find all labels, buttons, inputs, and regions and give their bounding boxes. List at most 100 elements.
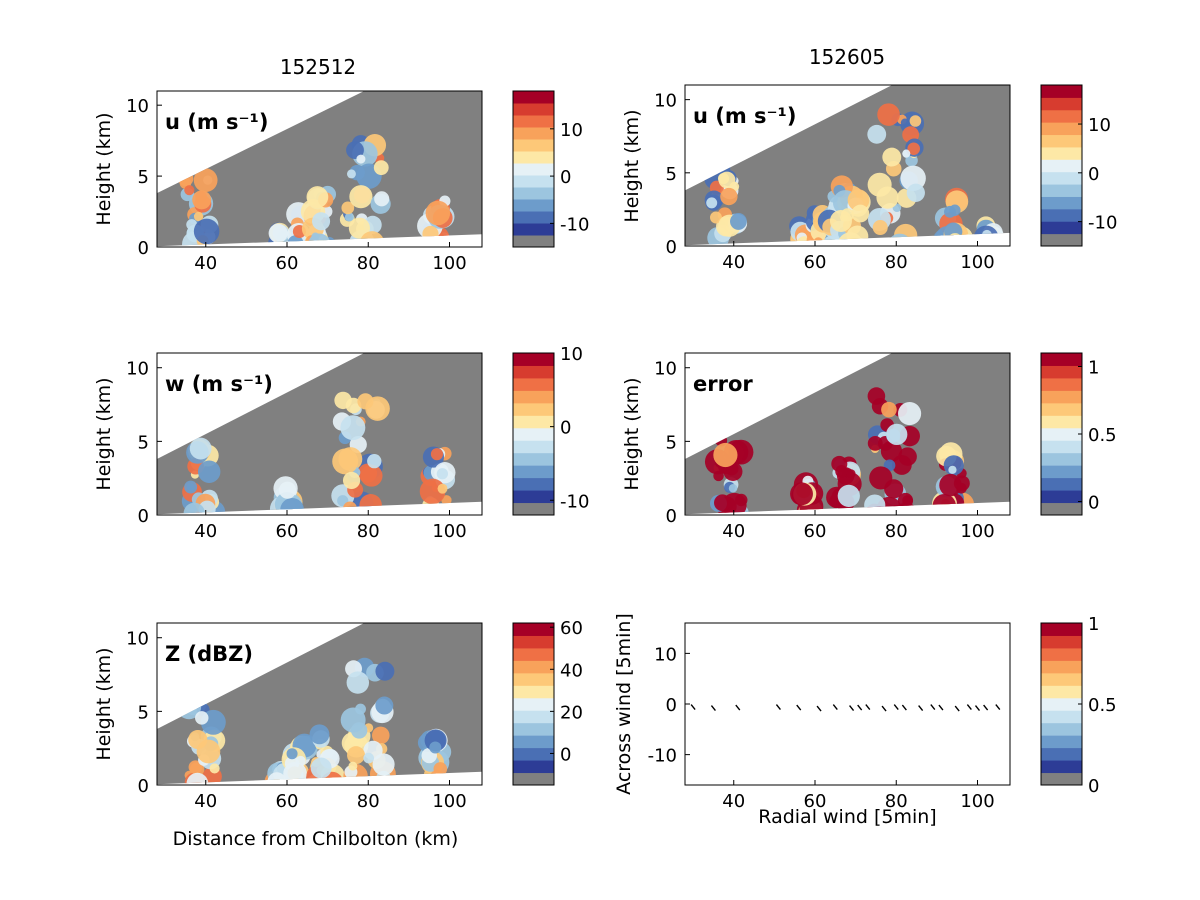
- data-cell: [359, 494, 382, 515]
- masked-region: [685, 353, 1010, 515]
- data-cell: [429, 741, 442, 754]
- data-cell: [186, 483, 195, 492]
- colorbar-swatch: [1041, 660, 1082, 674]
- data-cell: [312, 212, 331, 231]
- colorbar: 10.50: [1040, 614, 1117, 797]
- y-axis-label: Height (km): [93, 377, 115, 490]
- x-tick-label: 60: [804, 791, 827, 812]
- colorbar-swatch: [1041, 772, 1082, 786]
- data-cell: [267, 772, 286, 785]
- x-tick-label: 40: [194, 253, 217, 274]
- data-cell: [355, 703, 366, 715]
- data-cell: [831, 455, 848, 472]
- data-cell: [309, 724, 330, 745]
- colorbar-swatch: [1041, 697, 1082, 711]
- data-cell: [332, 448, 359, 475]
- y-tick-label: 0: [666, 506, 677, 527]
- colorbar-swatch: [1041, 440, 1082, 454]
- panel-title-left: 152512: [280, 55, 356, 79]
- wind-vector: [775, 704, 781, 710]
- x-tick-label: 100: [960, 252, 994, 273]
- data-cell: [869, 466, 893, 490]
- colorbar-swatch: [513, 103, 554, 116]
- data-cell: [346, 169, 356, 179]
- data-cell: [720, 187, 738, 206]
- data-cell: [367, 453, 382, 469]
- x-tick-label: 80: [357, 521, 380, 542]
- colorbar-swatch: [1041, 747, 1082, 761]
- y-tick-label: 0: [138, 238, 149, 259]
- data-cell: [877, 103, 900, 126]
- x-tick-label: 100: [960, 521, 994, 542]
- data-cell: [193, 168, 218, 193]
- data-cell: [713, 442, 738, 468]
- data-cell: [373, 160, 389, 176]
- colorbar-swatch: [513, 115, 554, 128]
- colorbar-frame: [512, 352, 555, 516]
- data-cell: [433, 762, 448, 776]
- data-cell: [278, 481, 297, 499]
- data-cell: [837, 484, 860, 508]
- colorbar-swatch: [513, 353, 554, 366]
- colorbar-swatch: [1041, 208, 1082, 222]
- x-tick-label: 40: [722, 791, 745, 812]
- colorbar-frame: [1040, 84, 1083, 247]
- data-cell: [375, 696, 394, 715]
- colorbar-tick-label: 0: [560, 418, 571, 439]
- variable-label: w (m s⁻¹): [165, 372, 273, 396]
- data-cell: [364, 238, 379, 247]
- data-cell: [867, 387, 886, 405]
- y-tick-label: 10: [126, 359, 149, 380]
- x-tick-label: 40: [722, 521, 745, 542]
- colorbar-swatch: [513, 440, 554, 454]
- wind-vector: [938, 704, 944, 711]
- wind-vector: [930, 704, 936, 710]
- colorbar-swatch: [513, 187, 554, 200]
- colorbar-swatch: [1041, 184, 1082, 197]
- colorbar-swatch: [513, 635, 554, 649]
- data-cell: [982, 229, 992, 240]
- colorbar-tick-label: -10: [560, 491, 589, 512]
- data-cell: [898, 401, 922, 426]
- y-tick-label: 0: [666, 695, 677, 716]
- colorbar-swatch: [513, 697, 554, 711]
- colorbar-swatch: [1041, 97, 1082, 111]
- axes-frame: [684, 622, 1011, 786]
- colorbar-swatch: [513, 175, 554, 188]
- data-cell: [419, 478, 446, 505]
- colorbar-swatch: [513, 452, 554, 466]
- colorbar-swatch: [513, 402, 554, 416]
- colorbar-swatch: [1041, 735, 1082, 749]
- data-cell: [979, 237, 995, 246]
- colorbar-swatch: [1041, 402, 1082, 416]
- variable-label: Z (dBZ): [165, 642, 253, 666]
- colorbar-swatch: [513, 223, 554, 236]
- colorbar: 10 0 -10: [512, 344, 589, 516]
- y-tick-label: 10: [654, 359, 677, 380]
- colorbar-swatch: [1041, 196, 1082, 210]
- colorbar-swatch: [1041, 233, 1082, 247]
- data-cell: [867, 435, 883, 451]
- colorbar-tick-label: 0: [1088, 164, 1099, 185]
- colorbar-tick-label: 1: [1088, 614, 1099, 635]
- wind-vector: [710, 705, 716, 711]
- data-cell: [893, 236, 909, 246]
- y-tick-label: 10: [126, 96, 149, 117]
- colorbar-tick-label: 10: [560, 344, 583, 365]
- data-cell: [348, 761, 358, 771]
- panel-title-right: 152605: [809, 45, 885, 69]
- data-cell: [872, 220, 888, 236]
- colorbar-swatch: [1041, 427, 1082, 441]
- colorbar-swatch: [513, 415, 554, 429]
- colorbar: 60 40 20 0: [512, 618, 583, 786]
- colorbar-frame: [512, 90, 555, 248]
- data-cell: [347, 746, 366, 765]
- data-cell: [710, 211, 722, 224]
- data-cell: [310, 757, 332, 779]
- data-cell: [348, 217, 370, 239]
- x-tick-label: 100: [432, 253, 466, 274]
- data-cell: [886, 423, 908, 446]
- y-tick-label: -10: [648, 746, 677, 767]
